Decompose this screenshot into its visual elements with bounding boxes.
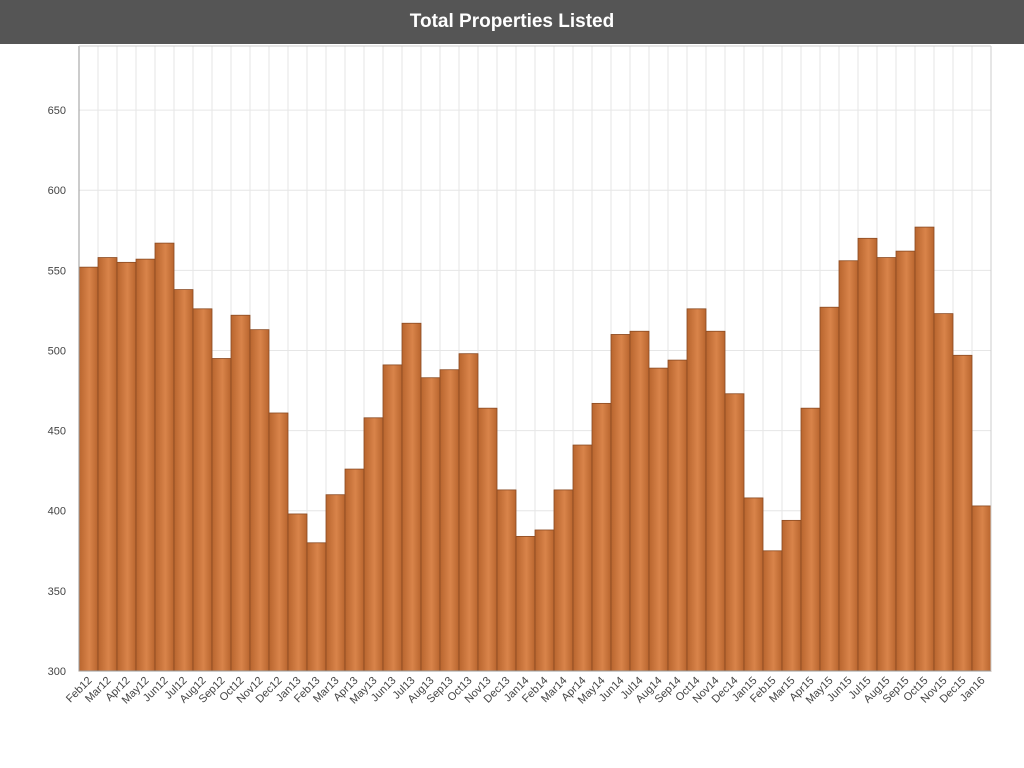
bar-Sep12 [211, 358, 232, 672]
bar-Feb12 [78, 266, 99, 672]
bar-Dec12 [268, 412, 289, 672]
bar-Aug15 [876, 257, 897, 672]
bar-Apr13 [344, 468, 365, 672]
bar-Oct12 [230, 314, 251, 672]
bar-Oct13 [458, 353, 479, 672]
bar-Nov13 [477, 407, 498, 672]
bar-Nov14 [705, 330, 726, 672]
bar-Dec13 [496, 489, 517, 672]
y-tick-label: 300 [48, 666, 66, 678]
bar-Jan14 [515, 535, 536, 672]
bar-Feb13 [306, 542, 327, 672]
bar-Dec14 [724, 393, 745, 672]
bar-May15 [819, 306, 840, 672]
bar-Aug12 [192, 308, 213, 672]
bar-Mar14 [553, 489, 574, 672]
y-tick-label: 400 [48, 506, 66, 518]
bar-Mar15 [781, 519, 802, 672]
y-tick-label: 450 [48, 426, 66, 438]
bar-Nov15 [933, 313, 954, 672]
bar-Mar12 [97, 257, 118, 672]
bar-Jul13 [401, 322, 422, 672]
bar-May12 [135, 258, 156, 672]
bar-Oct14 [686, 308, 707, 672]
title-bar: Total Properties Listed [0, 0, 1024, 44]
bar-Sep13 [439, 369, 460, 672]
bar-Mar13 [325, 494, 346, 672]
bar-Aug14 [648, 367, 669, 672]
bar-Jun13 [382, 364, 403, 672]
bar-Jun14 [610, 334, 631, 672]
bar-Apr12 [116, 261, 137, 672]
bar-Jan13 [287, 513, 308, 672]
bar-Nov12 [249, 329, 270, 672]
axes [78, 45, 992, 672]
bar-Jun15 [838, 260, 859, 672]
x-tick-labels: Feb12Mar12Apr12May12Jun12Jul12Aug12Sep12… [64, 675, 988, 707]
y-tick-label: 600 [48, 185, 66, 197]
bar-Aug13 [420, 377, 441, 672]
bar-Sep14 [667, 359, 688, 672]
bar-Jan15 [743, 497, 764, 672]
bar-Dec15 [952, 354, 973, 672]
y-tick-label: 500 [48, 345, 66, 357]
bar-May14 [591, 402, 612, 672]
bar-May13 [363, 417, 384, 672]
y-tick-labels: 300 350 400 450 500 550 600 650 [48, 105, 66, 678]
bar-Jun12 [154, 242, 175, 672]
y-tick-label: 550 [48, 265, 66, 277]
bar-Feb14 [534, 529, 555, 672]
y-tick-label: 350 [48, 586, 66, 598]
bar-Jul14 [629, 330, 650, 672]
chart-title: Total Properties Listed [409, 11, 615, 32]
bar-Oct15 [914, 226, 935, 672]
bar-Jul15 [857, 237, 878, 672]
bar-Apr14 [572, 444, 593, 672]
bar-Apr15 [800, 407, 821, 672]
bar-Jul12 [173, 289, 194, 672]
bar-Jan16 [971, 505, 992, 672]
bar-Sep15 [895, 250, 916, 672]
y-tick-label: 650 [48, 105, 66, 117]
bar-chart: 300 350 400 450 500 550 600 650 Feb12Mar12Apr12… [48, 45, 992, 707]
bar-Feb15 [762, 550, 783, 672]
